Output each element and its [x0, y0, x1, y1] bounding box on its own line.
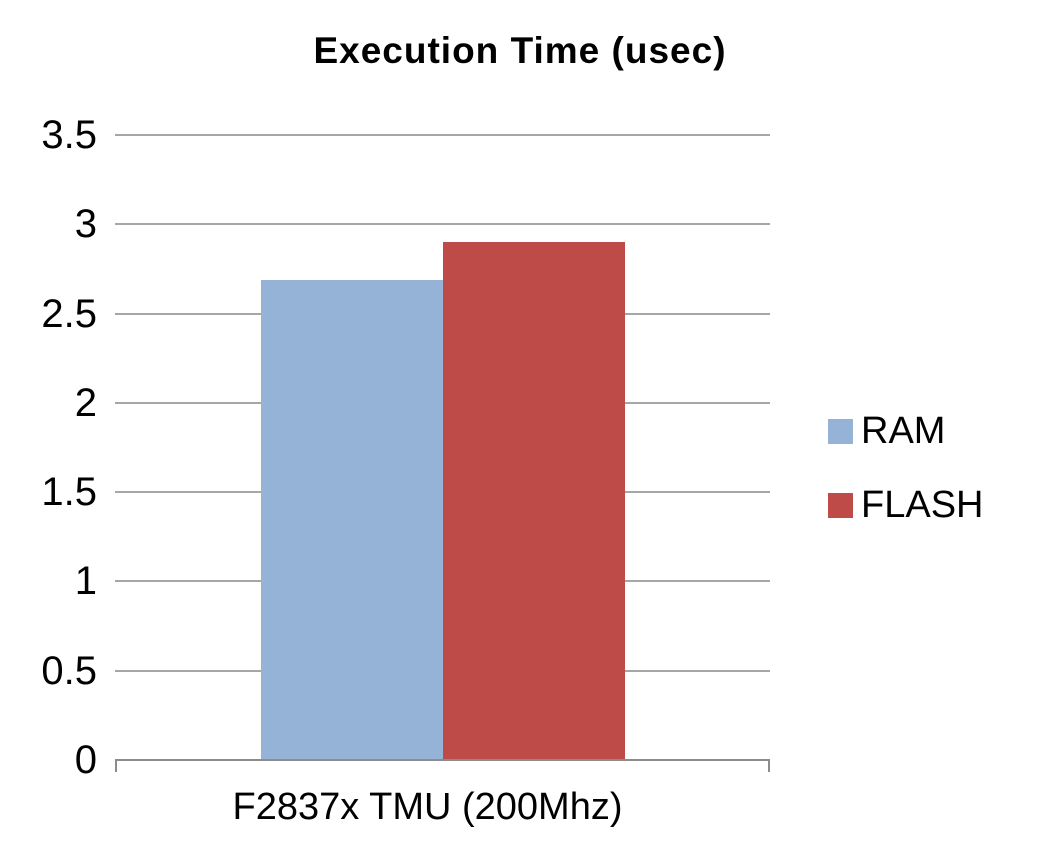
y-tick-label: 3	[74, 202, 97, 247]
legend: RAM FLASH	[828, 412, 983, 524]
x-category-label: F2837x TMU (200Mhz)	[232, 786, 623, 828]
plot-area: 0 0.5 1 1.5 2 2.5 3 3.5	[41, 115, 770, 780]
legend-item-flash: FLASH	[828, 486, 983, 524]
legend-swatch-ram-icon	[828, 418, 853, 444]
y-tick-label: 2	[74, 380, 97, 425]
y-tick-label: 1	[74, 559, 97, 604]
y-tick-label: 0	[74, 738, 97, 782]
bar-flash	[442, 242, 625, 760]
bars	[115, 135, 770, 760]
legend-item-ram: RAM	[828, 412, 983, 450]
y-tick-label: 0.5	[41, 648, 97, 693]
gridline	[115, 223, 770, 226]
bar-ram	[260, 279, 443, 760]
y-tick-label: 2.5	[41, 291, 97, 336]
gridline	[115, 134, 770, 136]
y-tick-label: 1.5	[41, 470, 97, 515]
axis-tick-left	[115, 760, 117, 772]
legend-swatch-flash-icon	[828, 492, 853, 518]
x-axis-line	[115, 759, 770, 761]
legend-label-ram: RAM	[861, 410, 946, 452]
axis-tick-right	[768, 760, 770, 772]
legend-label-flash: FLASH	[861, 484, 984, 526]
y-tick-label: 3.5	[41, 113, 97, 157]
chart-title: Execution Time (usec)	[313, 30, 727, 71]
